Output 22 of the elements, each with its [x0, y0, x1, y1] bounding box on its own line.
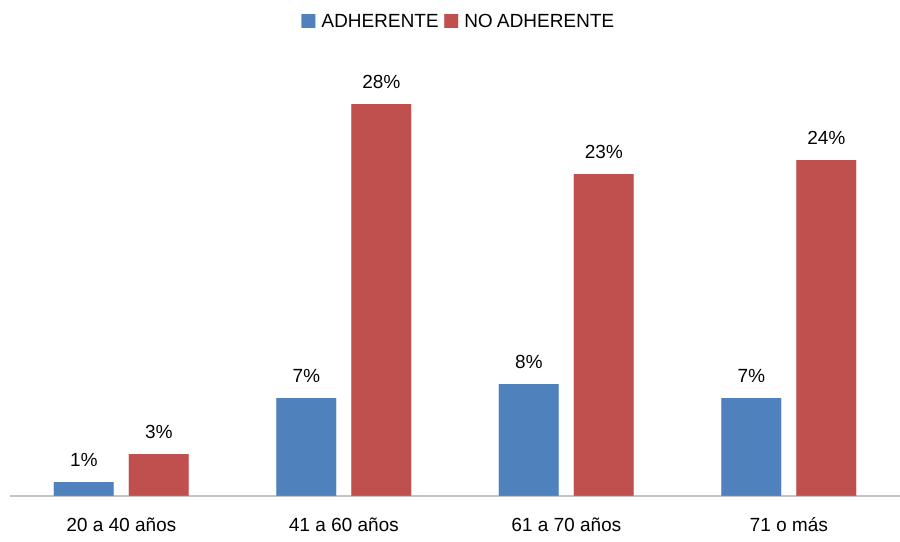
data-label: 8% — [515, 352, 543, 373]
bar — [351, 104, 412, 496]
bar — [128, 454, 189, 496]
bar — [721, 398, 782, 496]
bar — [54, 482, 114, 496]
bar — [276, 398, 336, 496]
legend-label: ADHERENTE — [321, 11, 439, 32]
bar — [498, 384, 559, 496]
x-tick-label: 20 a 40 años — [66, 515, 176, 536]
data-label: 3% — [145, 422, 173, 443]
data-label: 7% — [292, 366, 320, 387]
data-label: 28% — [362, 72, 400, 93]
data-label: 23% — [584, 142, 623, 163]
data-label: 7% — [738, 366, 766, 387]
data-label: 1% — [70, 450, 98, 471]
bar — [574, 174, 634, 496]
x-tick-label: 71 o más — [750, 515, 828, 536]
x-tick-label: 61 a 70 años — [511, 515, 622, 536]
bar — [796, 160, 856, 496]
data-label: 24% — [807, 128, 846, 149]
x-tick-label: 41 a 60 años — [288, 515, 399, 536]
legend-label: NO ADHERENTE — [464, 11, 614, 32]
